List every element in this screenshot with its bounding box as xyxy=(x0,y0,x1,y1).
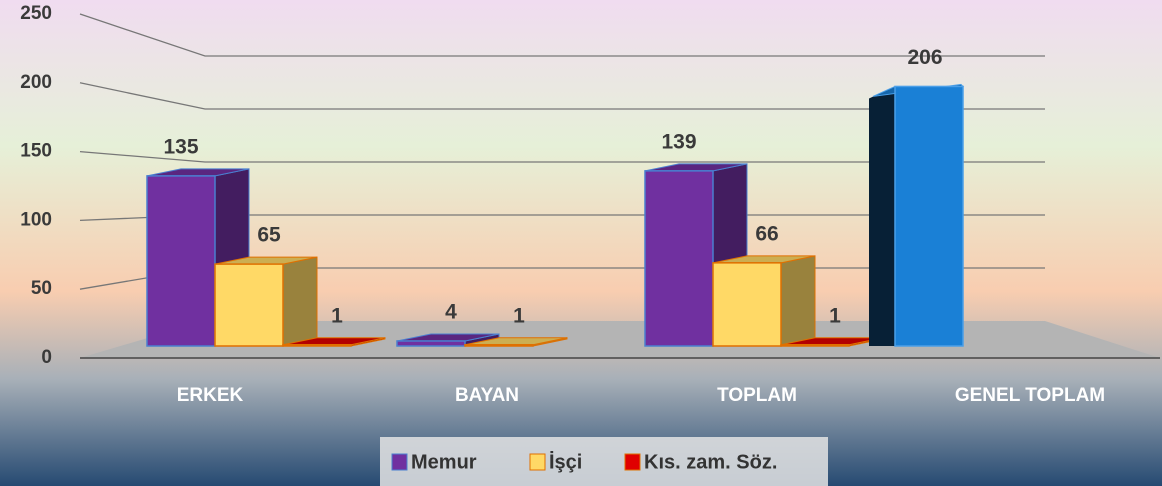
bar xyxy=(894,85,964,347)
bar xyxy=(282,343,352,347)
y-tick-label: 250 xyxy=(20,3,52,24)
bar xyxy=(396,340,466,347)
bar xyxy=(644,170,714,347)
legend-swatch xyxy=(391,453,408,471)
legend-label: İşçi xyxy=(549,450,582,473)
bar xyxy=(146,175,216,347)
bar xyxy=(712,262,782,347)
legend-box xyxy=(380,437,828,486)
value-label: 139 xyxy=(661,130,696,153)
bar xyxy=(464,343,534,347)
value-label: 135 xyxy=(163,135,198,158)
bar xyxy=(780,343,850,347)
legend-label: Kıs. zam. Söz. xyxy=(644,451,777,473)
grid-line xyxy=(79,150,1045,163)
x-tick-label: GENEL TOPLAM xyxy=(955,385,1105,406)
value-label: 1 xyxy=(829,304,841,327)
bar xyxy=(214,263,284,347)
value-label: 1 xyxy=(513,304,525,327)
y-tick-label: 150 xyxy=(20,141,52,162)
y-tick-label: 50 xyxy=(31,278,52,299)
grid-line xyxy=(79,82,1045,110)
value-label: 66 xyxy=(755,222,778,245)
value-label: 4 xyxy=(445,301,457,324)
y-tick-label: 100 xyxy=(20,209,52,230)
grid-line xyxy=(79,13,1045,57)
bar-side xyxy=(869,86,895,346)
x-tick-label: TOPLAM xyxy=(717,385,797,406)
legend-swatch xyxy=(624,453,641,471)
x-tick-label: BAYAN xyxy=(455,385,519,406)
value-label: 206 xyxy=(907,46,942,69)
value-label: 1 xyxy=(331,304,343,327)
x-tick-label: ERKEK xyxy=(177,385,244,406)
bar-side xyxy=(282,256,318,347)
bar-side xyxy=(780,255,816,347)
y-tick-label: 0 xyxy=(41,347,52,368)
y-tick-label: 200 xyxy=(20,72,52,93)
value-label: 65 xyxy=(257,224,281,247)
legend-label: Memur xyxy=(411,451,477,473)
legend-swatch xyxy=(529,453,546,471)
